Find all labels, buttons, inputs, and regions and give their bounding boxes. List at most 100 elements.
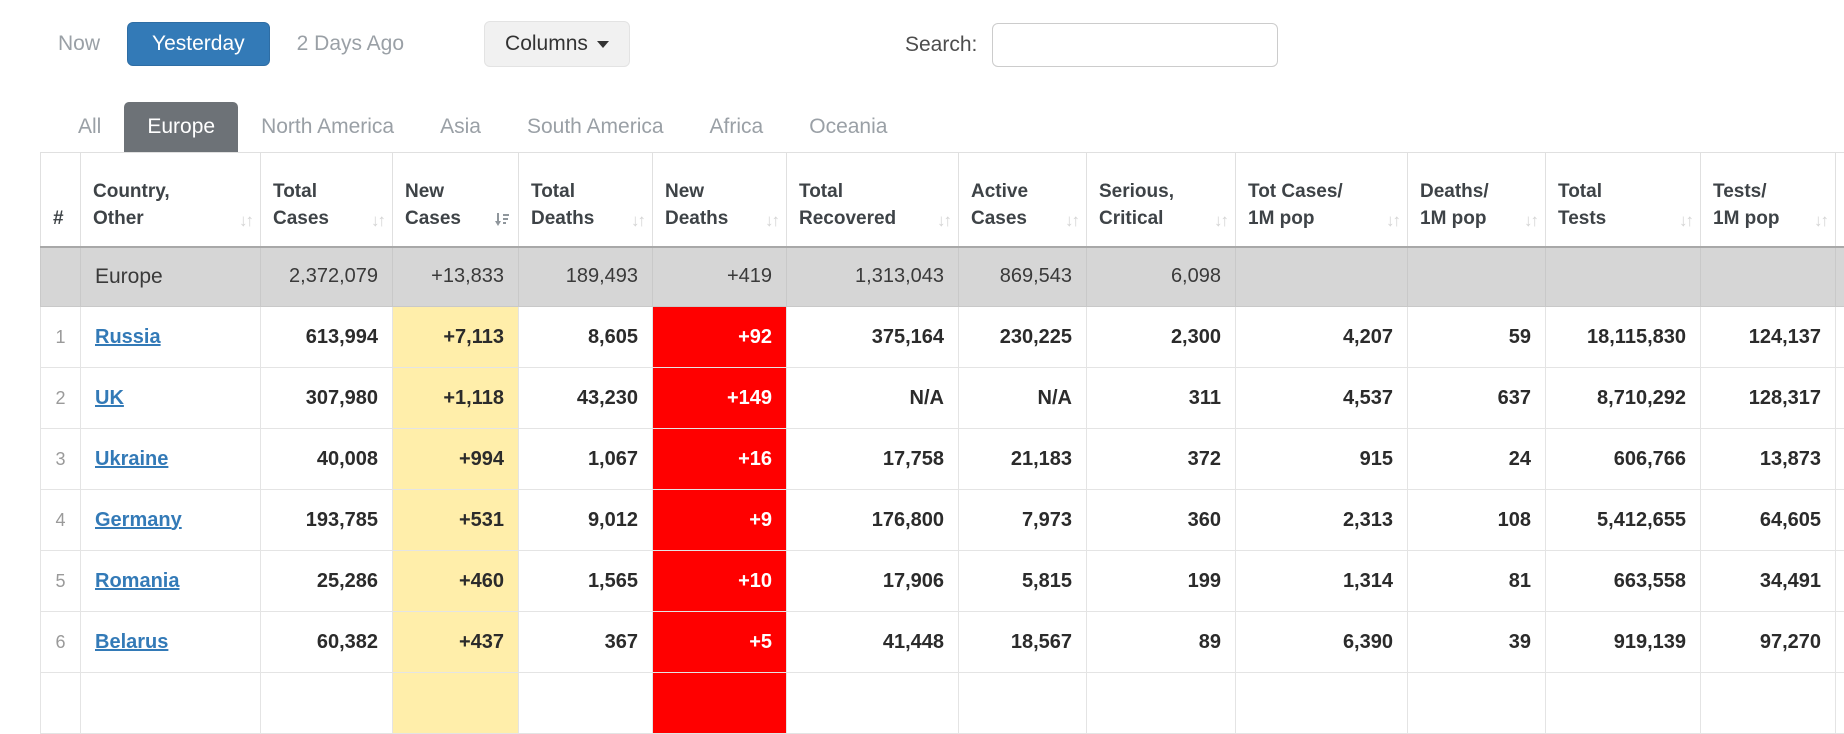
sort-both-icon[interactable]: ↓↑ [631, 209, 644, 233]
col-header-label: Other [93, 206, 250, 233]
cell-total-tests: 919,139 [1546, 612, 1701, 673]
cell-tot-cases-1m-pop: 1,314 [1236, 551, 1408, 612]
country-link[interactable]: Russia [95, 326, 161, 348]
cell-tests-1m-pop: 97,270 [1701, 612, 1836, 673]
cell-country: UK [81, 368, 261, 429]
cell-new-cases: +994 [393, 429, 519, 490]
cell-total-recovered: 41,448 [787, 612, 959, 673]
tab-europe[interactable]: Europe [124, 102, 238, 152]
tab-oceania[interactable]: Oceania [786, 102, 910, 152]
now-button[interactable]: Now [58, 32, 100, 56]
sort-both-icon[interactable]: ↓↑ [239, 209, 252, 233]
sort-both-icon[interactable]: ↓↑ [1814, 209, 1827, 233]
col-header-label: 1M pop [1420, 206, 1535, 233]
tab-all[interactable]: All [55, 102, 124, 152]
tab-north-america[interactable]: North America [238, 102, 417, 152]
cell-total-deaths: 367 [519, 612, 653, 673]
cell-tot-cases-1m-pop [1236, 247, 1408, 307]
cut-off-cell [1836, 368, 1844, 429]
cell-new-deaths: +5 [653, 612, 787, 673]
cell-tot-cases-1m-pop: 915 [1236, 429, 1408, 490]
col-header-label: Tests/ [1713, 179, 1825, 206]
cell-active-cases: 230,225 [959, 307, 1087, 368]
col-header-label: Deaths [531, 206, 642, 233]
cell-tests-1m-pop: 13,873 [1701, 429, 1836, 490]
yesterday-button[interactable]: Yesterday [127, 22, 270, 66]
cell-serious-critical: 89 [1087, 612, 1236, 673]
col-header-country[interactable]: Country,Other↓↑ [81, 153, 261, 247]
cell-tests-1m-pop: 34,491 [1701, 551, 1836, 612]
sort-descending-active-icon[interactable] [493, 211, 510, 235]
country-link[interactable]: Ukraine [95, 448, 168, 470]
cell-serious-critical: 372 [1087, 429, 1236, 490]
col-header-label: Cases [273, 206, 382, 233]
cell-serious-critical: 2,300 [1087, 307, 1236, 368]
col-header-label: 1M pop [1248, 206, 1397, 233]
col-header-label: 1M pop [1713, 206, 1825, 233]
cell-total-cases [261, 673, 393, 734]
cell-country: Germany [81, 490, 261, 551]
cell-tests-1m-pop [1701, 673, 1836, 734]
cell-total-cases: 2,372,079 [261, 247, 393, 307]
cut-off-cell [1836, 551, 1844, 612]
sort-both-icon[interactable]: ↓↑ [1214, 209, 1227, 233]
cell-new-deaths: +16 [653, 429, 787, 490]
cell-tot-cases-1m-pop: 4,537 [1236, 368, 1408, 429]
country-link[interactable]: Romania [95, 570, 179, 592]
col-header-tests-1m-pop[interactable]: Tests/1M pop↓↑ [1701, 153, 1836, 247]
country-link[interactable]: UK [95, 387, 124, 409]
cell-rank: 3 [41, 429, 81, 490]
search-input[interactable] [992, 23, 1278, 67]
tab-asia[interactable]: Asia [417, 102, 504, 152]
sort-both-icon[interactable]: ↓↑ [1065, 209, 1078, 233]
col-header-label: Recovered [799, 206, 948, 233]
cell-total-deaths: 1,067 [519, 429, 653, 490]
col-header-tot-cases-1m-pop[interactable]: Tot Cases/1M pop↓↑ [1236, 153, 1408, 247]
cell-active-cases: 5,815 [959, 551, 1087, 612]
cell-total-recovered: 176,800 [787, 490, 959, 551]
cell-deaths-1m-pop: 39 [1408, 612, 1546, 673]
tab-africa[interactable]: Africa [687, 102, 787, 152]
cell-new-deaths [653, 673, 787, 734]
cell-tests-1m-pop: 124,137 [1701, 307, 1836, 368]
sort-both-icon[interactable]: ↓↑ [765, 209, 778, 233]
cut-off-column-header [1836, 153, 1844, 247]
cell-total-cases: 60,382 [261, 612, 393, 673]
caret-down-icon [597, 41, 609, 48]
cell-total-cases: 40,008 [261, 429, 393, 490]
columns-dropdown-button[interactable]: Columns [484, 21, 630, 67]
sort-both-icon[interactable]: ↓↑ [1524, 209, 1537, 233]
sort-both-icon[interactable]: ↓↑ [1386, 209, 1399, 233]
country-link[interactable]: Germany [95, 509, 182, 531]
cell-new-deaths: +92 [653, 307, 787, 368]
col-header-label: Tests [1558, 206, 1690, 233]
cell-active-cases: 7,973 [959, 490, 1087, 551]
cell-total-cases: 193,785 [261, 490, 393, 551]
col-header-label: Tot Cases/ [1248, 179, 1397, 206]
two-days-ago-button[interactable]: 2 Days Ago [297, 32, 404, 56]
cell-total-cases: 25,286 [261, 551, 393, 612]
cell-total-deaths: 8,605 [519, 307, 653, 368]
cut-off-cell [1836, 307, 1844, 368]
sort-both-icon[interactable]: ↓↑ [371, 209, 384, 233]
sort-both-icon[interactable]: ↓↑ [937, 209, 950, 233]
tab-south-america[interactable]: South America [504, 102, 687, 152]
sort-both-icon[interactable]: ↓↑ [1679, 209, 1692, 233]
cell-deaths-1m-pop: 59 [1408, 307, 1546, 368]
cell-rank: 5 [41, 551, 81, 612]
col-header-deaths-1m-pop[interactable]: Deaths/1M pop↓↑ [1408, 153, 1546, 247]
country-link[interactable]: Belarus [95, 631, 168, 653]
col-header-label: Serious, [1099, 179, 1225, 206]
cell-deaths-1m-pop: 637 [1408, 368, 1546, 429]
col-header-serious-critical[interactable]: Serious,Critical↓↑ [1087, 153, 1236, 247]
